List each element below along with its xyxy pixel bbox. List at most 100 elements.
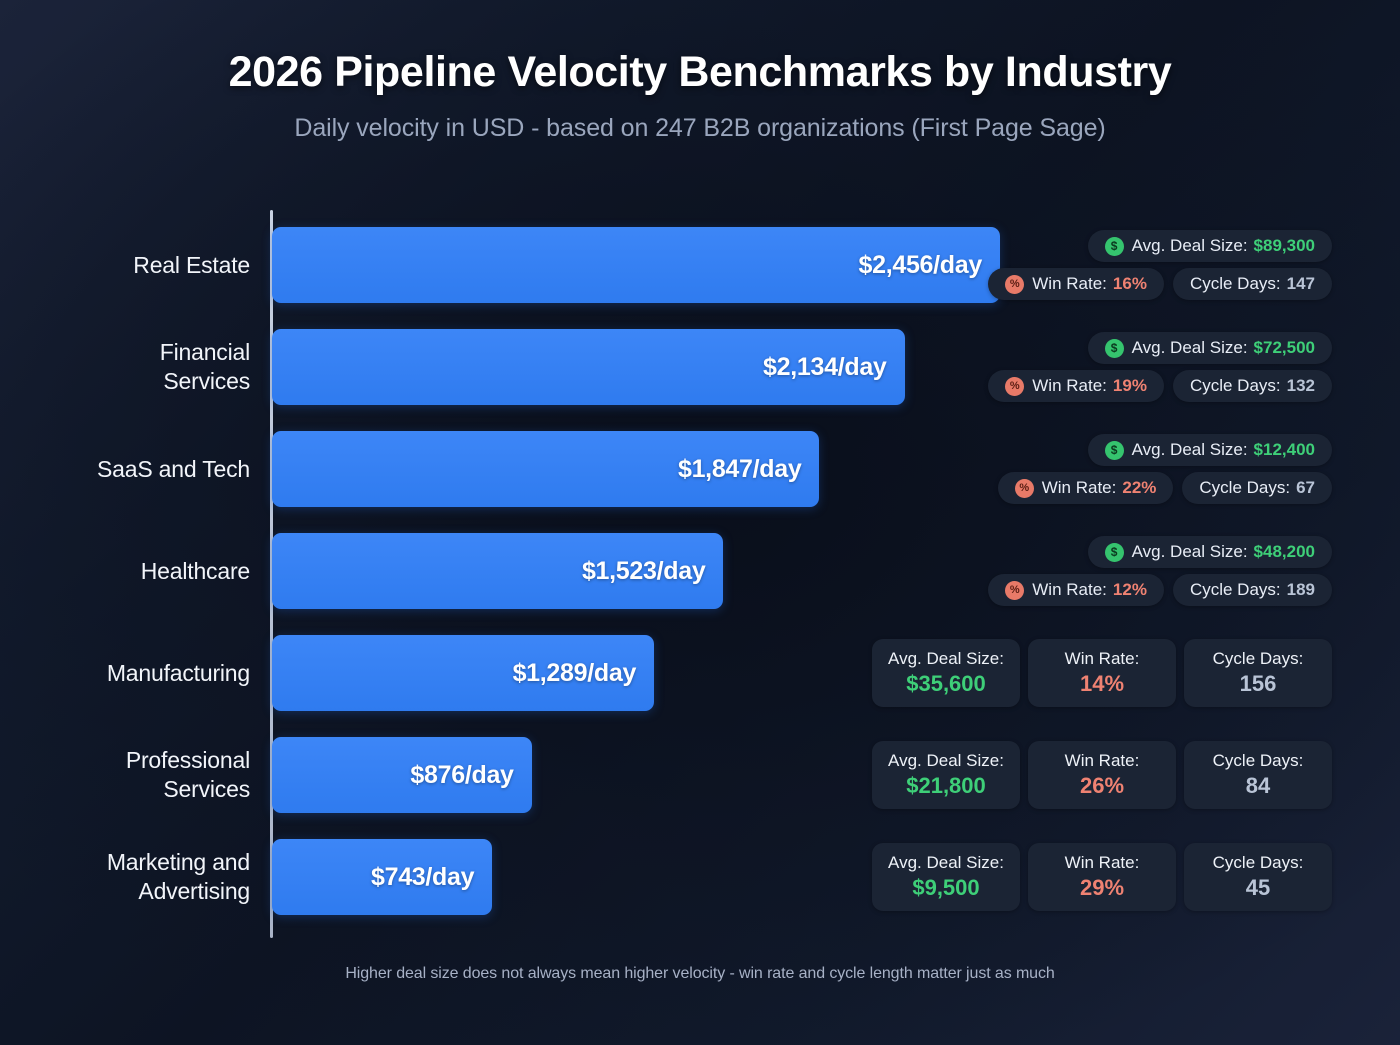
- deal-size-pill[interactable]: $ Avg. Deal Size: $72,500: [1087, 332, 1332, 364]
- bar-value-label: $2,456/day: [858, 250, 983, 279]
- metric-card-group: Avg. Deal Size: $35,600 Win Rate: 14% Cycle …: [872, 635, 1332, 711]
- metric-label: Avg. Deal Size:: [1131, 338, 1248, 357]
- category-label: Manufacturing: [0, 635, 250, 711]
- bar-value-label: $876/day: [410, 760, 514, 789]
- metric-value: 67: [1296, 478, 1315, 497]
- metric-value: 132: [1286, 376, 1315, 395]
- metric-label: Win Rate:: [1032, 580, 1107, 599]
- category-label-line: Advertising: [138, 878, 250, 904]
- metric-label: Cycle Days:: [1212, 648, 1304, 668]
- category-label-line: Marketing and: [106, 849, 250, 876]
- bar-value-label: $1,523/day: [581, 556, 706, 585]
- metric-label: Avg. Deal Size:: [888, 852, 1004, 872]
- bar-value-label: $2,134/day: [763, 352, 887, 381]
- metric-label: Avg. Deal Size:: [1131, 236, 1248, 255]
- metric-label: Cycle Days:: [1189, 376, 1281, 395]
- bar-value-label: $1,289/day: [512, 658, 637, 687]
- category-label: Marketing and Advertising: [0, 839, 250, 915]
- metric-value: $9,500: [912, 874, 980, 900]
- bar-row: Manufacturing $1,289/day Avg. Deal Size: $3…: [0, 635, 1400, 711]
- category-label-line: Professional: [125, 747, 250, 774]
- category-label-line: SaaS and Tech: [97, 455, 250, 482]
- bar[interactable]: $743/day: [272, 839, 493, 915]
- metric-value: 12%: [1112, 580, 1147, 599]
- metric-value: 26%: [1079, 772, 1125, 798]
- dollar-circle-icon: $: [1104, 440, 1124, 460]
- metric-pill-line: % Win Rate: 16% Cycle Days: 147: [988, 268, 1332, 300]
- category-label: Professional Services: [0, 737, 250, 813]
- bar[interactable]: $1,847/day: [272, 431, 820, 507]
- deal-size-pill[interactable]: $ Avg. Deal Size: $89,300: [1087, 230, 1332, 262]
- metric-pill-group: $ Avg. Deal Size: $12,400% Win Rate: 22% Cycl…: [997, 431, 1332, 507]
- metric-label: Avg. Deal Size:: [1131, 542, 1248, 561]
- metric-value: $12,400: [1253, 440, 1315, 459]
- win-rate-card[interactable]: Win Rate: 29%: [1028, 842, 1176, 912]
- bar-value-label: $743/day: [370, 862, 475, 891]
- bar-row: Healthcare $1,523/day $ Avg. Deal Size: $48,…: [0, 533, 1400, 609]
- win-rate-pill[interactable]: % Win Rate: 22%: [997, 472, 1174, 504]
- bar[interactable]: $2,456/day: [272, 227, 1000, 303]
- page-title: 2026 Pipeline Velocity Benchmarks by Ind…: [228, 48, 1172, 96]
- metric-value: $72,500: [1253, 338, 1315, 357]
- category-label: Healthcare: [0, 533, 250, 609]
- metric-label: Avg. Deal Size:: [1131, 440, 1248, 459]
- dollar-circle-icon: $: [1104, 338, 1124, 358]
- bar[interactable]: $1,289/day: [272, 635, 655, 711]
- category-label-line: Healthcare: [140, 557, 250, 584]
- category-label-line: Real Estate: [133, 251, 250, 278]
- cycle-days-pill[interactable]: Cycle Days: 67: [1182, 472, 1332, 504]
- cycle-days-card[interactable]: Cycle Days: 45: [1184, 842, 1332, 912]
- deal-size-pill[interactable]: $ Avg. Deal Size: $48,200: [1087, 536, 1332, 568]
- cycle-days-pill[interactable]: Cycle Days: 189: [1172, 574, 1332, 606]
- category-label-line: Financial: [159, 339, 250, 366]
- metric-pill-group: $ Avg. Deal Size: $72,500% Win Rate: 19% Cycl…: [988, 329, 1332, 405]
- percent-circle-icon: %: [1014, 478, 1034, 498]
- dollar-circle-icon: $: [1104, 236, 1124, 256]
- percent-circle-icon: %: [1005, 274, 1025, 294]
- cycle-days-pill[interactable]: Cycle Days: 132: [1172, 370, 1332, 402]
- metric-card-group: Avg. Deal Size: $9,500 Win Rate: 29% Cycle D…: [872, 839, 1332, 915]
- bar-row: SaaS and Tech $1,847/day $ Avg. Deal Size: $…: [0, 431, 1400, 507]
- deal-size-pill[interactable]: $ Avg. Deal Size: $12,400: [1087, 434, 1332, 466]
- metric-label: Cycle Days:: [1212, 750, 1304, 770]
- win-rate-pill[interactable]: % Win Rate: 16%: [988, 268, 1164, 300]
- metric-card-group: Avg. Deal Size: $21,800 Win Rate: 26% Cycle …: [872, 737, 1332, 813]
- deal-size-card[interactable]: Avg. Deal Size: $9,500: [872, 842, 1020, 912]
- metric-label: Cycle Days:: [1212, 852, 1304, 872]
- metric-value: 147: [1286, 274, 1315, 293]
- bar-row: Marketing and Advertising $743/day Avg. Dea…: [0, 839, 1400, 915]
- metric-label: Win Rate:: [1032, 274, 1107, 293]
- metric-value: 189: [1286, 580, 1315, 599]
- win-rate-card[interactable]: Win Rate: 14%: [1028, 638, 1176, 708]
- bar[interactable]: $876/day: [272, 737, 532, 813]
- category-label: Real Estate: [0, 227, 250, 303]
- deal-size-card[interactable]: Avg. Deal Size: $21,800: [872, 740, 1020, 810]
- metric-label: Cycle Days:: [1189, 274, 1281, 293]
- cycle-days-card[interactable]: Cycle Days: 84: [1184, 740, 1332, 810]
- bar-row: Financial Services $2,134/day $ Avg. Deal Si…: [0, 329, 1400, 405]
- metric-value: 156: [1239, 670, 1277, 696]
- metric-label: Win Rate:: [1032, 376, 1107, 395]
- cycle-days-card[interactable]: Cycle Days: 156: [1184, 638, 1332, 708]
- metric-pill-line: % Win Rate: 22% Cycle Days: 67: [997, 472, 1332, 504]
- bar[interactable]: $2,134/day: [272, 329, 905, 405]
- metric-pill-line: $ Avg. Deal Size: $12,400: [1087, 434, 1332, 466]
- chart-subtitle: Daily velocity in USD - based on 247 B2B…: [294, 114, 1106, 143]
- metric-value: $89,300: [1253, 236, 1315, 255]
- y-axis-line: [270, 210, 273, 938]
- win-rate-pill[interactable]: % Win Rate: 12%: [988, 574, 1164, 606]
- metric-pill-group: $ Avg. Deal Size: $48,200% Win Rate: 12% Cycl…: [988, 533, 1332, 609]
- win-rate-card[interactable]: Win Rate: 26%: [1028, 740, 1176, 810]
- dollar-circle-icon: $: [1104, 542, 1124, 562]
- percent-circle-icon: %: [1005, 376, 1025, 396]
- percent-circle-icon: %: [1005, 580, 1025, 600]
- metric-pill-line: $ Avg. Deal Size: $72,500: [1087, 332, 1332, 364]
- bar-row: Real Estate $2,456/day $ Avg. Deal Size: $89…: [0, 227, 1400, 303]
- metric-value: 29%: [1079, 874, 1125, 900]
- metric-value: $48,200: [1253, 542, 1315, 561]
- deal-size-card[interactable]: Avg. Deal Size: $35,600: [872, 638, 1020, 708]
- metric-label: Cycle Days:: [1199, 478, 1291, 497]
- win-rate-pill[interactable]: % Win Rate: 19%: [988, 370, 1164, 402]
- cycle-days-pill[interactable]: Cycle Days: 147: [1172, 268, 1332, 300]
- bar[interactable]: $1,523/day: [272, 533, 724, 609]
